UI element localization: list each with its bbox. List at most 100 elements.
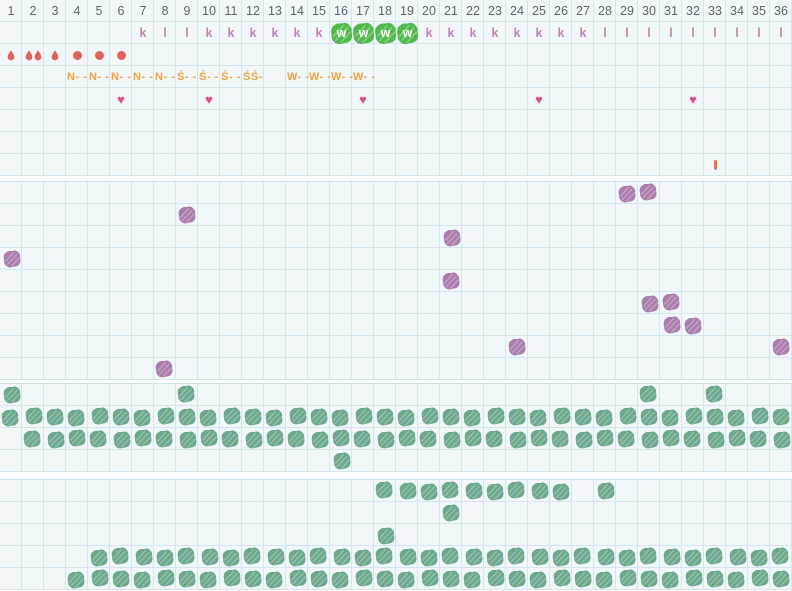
phase-letter: l bbox=[779, 26, 783, 40]
green-mark-blob bbox=[485, 548, 505, 568]
tick-mark bbox=[704, 154, 726, 176]
green-mark-blob bbox=[726, 570, 746, 590]
green-mark-blob bbox=[398, 547, 418, 567]
green-mark-blob bbox=[705, 569, 725, 589]
green-mark-blob bbox=[198, 408, 218, 428]
moon-phase-label: W- - bbox=[287, 71, 310, 83]
day-number: 24 bbox=[510, 4, 524, 18]
day-number: 25 bbox=[532, 4, 546, 18]
phase-letter: k bbox=[535, 26, 543, 40]
green-mark-blob bbox=[88, 429, 108, 449]
day-number: 33 bbox=[708, 4, 722, 18]
green-mark-blob bbox=[330, 408, 350, 428]
day-number: 28 bbox=[598, 4, 612, 18]
green-mark-blob bbox=[331, 428, 351, 448]
day-number: 34 bbox=[730, 4, 744, 18]
green-mark-blob bbox=[265, 428, 285, 448]
green-mark-blob bbox=[660, 408, 680, 428]
green-mark-blob bbox=[110, 546, 130, 566]
green-mark-blob bbox=[594, 570, 614, 590]
purple-mark-blob bbox=[683, 316, 703, 336]
green-mark-blob bbox=[330, 570, 350, 590]
phase-letter: k bbox=[227, 26, 235, 40]
green-mark-blob bbox=[508, 430, 528, 450]
green-mark-blob bbox=[308, 546, 328, 566]
purple-mark-blob bbox=[661, 292, 681, 312]
green-mark-blob bbox=[90, 406, 110, 426]
day-number: 13 bbox=[268, 4, 282, 18]
purple-mark-blob bbox=[177, 205, 197, 225]
green-mark-blob bbox=[111, 569, 131, 589]
green-mark-blob bbox=[375, 569, 395, 589]
green-mark-blob bbox=[156, 568, 176, 588]
green-mark-blob bbox=[528, 408, 548, 428]
phase-letter: k bbox=[249, 26, 257, 40]
phase-letter: l bbox=[691, 26, 695, 40]
phase-letter: l bbox=[669, 26, 673, 40]
phase-letter: k bbox=[315, 26, 323, 40]
purple-mark-blob bbox=[2, 249, 22, 269]
green-mark-blob bbox=[528, 570, 548, 590]
green-mark-blob bbox=[376, 526, 396, 546]
green-mark-blob bbox=[772, 430, 792, 450]
water-dot-icon bbox=[116, 50, 126, 60]
green-mark-blob bbox=[66, 570, 86, 590]
green-mark-blob bbox=[132, 408, 152, 428]
green-mark-blob bbox=[398, 481, 418, 501]
purple-mark-blob bbox=[638, 182, 658, 202]
green-mark-blob bbox=[530, 547, 550, 567]
water-mark bbox=[0, 44, 22, 66]
green-mark-blob bbox=[574, 430, 594, 450]
green-mark-blob bbox=[155, 548, 175, 568]
day-number: 2 bbox=[29, 4, 37, 18]
water-dot-icon bbox=[94, 50, 104, 60]
day-number: 36 bbox=[774, 4, 788, 18]
phase-letter: k bbox=[469, 26, 477, 40]
purple-mark-blob bbox=[640, 294, 660, 314]
green-mark-blob bbox=[484, 429, 504, 449]
green-mark-blob bbox=[156, 406, 176, 426]
purple-mark-blob bbox=[617, 184, 637, 204]
green-mark-blob bbox=[112, 430, 132, 450]
green-mark-blob bbox=[552, 568, 572, 588]
green-mark-blob bbox=[198, 570, 218, 590]
sprout-letter: w bbox=[358, 26, 369, 40]
green-mark-blob bbox=[220, 429, 240, 449]
green-mark-blob bbox=[221, 548, 241, 568]
green-mark-blob bbox=[420, 406, 440, 426]
green-mark-blob bbox=[507, 569, 527, 589]
calendar-header-panel: 1 2 3 4 5 6 7 8 9 10 11 12 13 14 15 16 17 18 19 20 21 22 23 24 2… bbox=[0, 0, 792, 176]
green-mark-blob bbox=[375, 407, 395, 427]
green-mark-blob bbox=[749, 548, 769, 568]
green-mark-blob bbox=[573, 407, 593, 427]
sprout-letter: w bbox=[402, 26, 413, 40]
green-mark-blob bbox=[529, 428, 549, 448]
green-mark-blob bbox=[178, 430, 198, 450]
green-mark-blob bbox=[660, 570, 680, 590]
green-mark-blob bbox=[750, 406, 770, 426]
phase-letter: k bbox=[579, 26, 587, 40]
day-number: 20 bbox=[422, 4, 436, 18]
green-mark-blob bbox=[222, 406, 242, 426]
water-mark bbox=[22, 44, 44, 66]
green-mark-blob bbox=[507, 407, 527, 427]
phase-letter: k bbox=[491, 26, 499, 40]
green-mark-blob bbox=[332, 451, 352, 471]
green-mark-blob bbox=[353, 548, 373, 568]
water-mark bbox=[110, 44, 132, 66]
moon-phase-label: ŚŚ- bbox=[243, 71, 263, 83]
day-number: 35 bbox=[752, 4, 766, 18]
green-mark-blob bbox=[374, 480, 394, 500]
green-mark-blob bbox=[419, 482, 439, 502]
green-mark-blob bbox=[750, 568, 770, 588]
green-mark-blob bbox=[310, 430, 330, 450]
moon-phase-label: W- - bbox=[353, 71, 376, 83]
green-mark-blob bbox=[309, 407, 329, 427]
phase-letter: l bbox=[603, 26, 607, 40]
purple-mark-blob bbox=[442, 228, 462, 248]
day-number: 14 bbox=[290, 4, 304, 18]
sprout-letter: w bbox=[336, 26, 347, 40]
green-mark-blob bbox=[309, 569, 329, 589]
heart-icon: ♥ bbox=[205, 91, 213, 107]
